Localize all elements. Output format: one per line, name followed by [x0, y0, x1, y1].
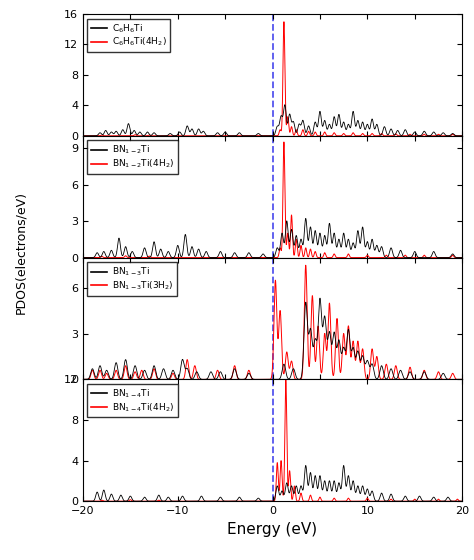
Text: PDOS(electrons/eV): PDOS(electrons/eV) — [14, 190, 27, 314]
Legend: C$_6$H$_6$Ti, C$_6$H$_6$Ti(4H$_2$): C$_6$H$_6$Ti, C$_6$H$_6$Ti(4H$_2$) — [88, 18, 170, 52]
Legend: BN$_{1-4}$Ti, BN$_{1-4}$Ti(4H$_2$): BN$_{1-4}$Ti, BN$_{1-4}$Ti(4H$_2$) — [88, 384, 178, 418]
X-axis label: Energy (eV): Energy (eV) — [228, 521, 318, 536]
Legend: BN$_{1-2}$Ti, BN$_{1-2}$Ti(4H$_2$): BN$_{1-2}$Ti, BN$_{1-2}$Ti(4H$_2$) — [88, 141, 178, 174]
Legend: BN$_{1-3}$Ti, BN$_{1-3}$Ti(3H$_2$): BN$_{1-3}$Ti, BN$_{1-3}$Ti(3H$_2$) — [88, 262, 177, 296]
